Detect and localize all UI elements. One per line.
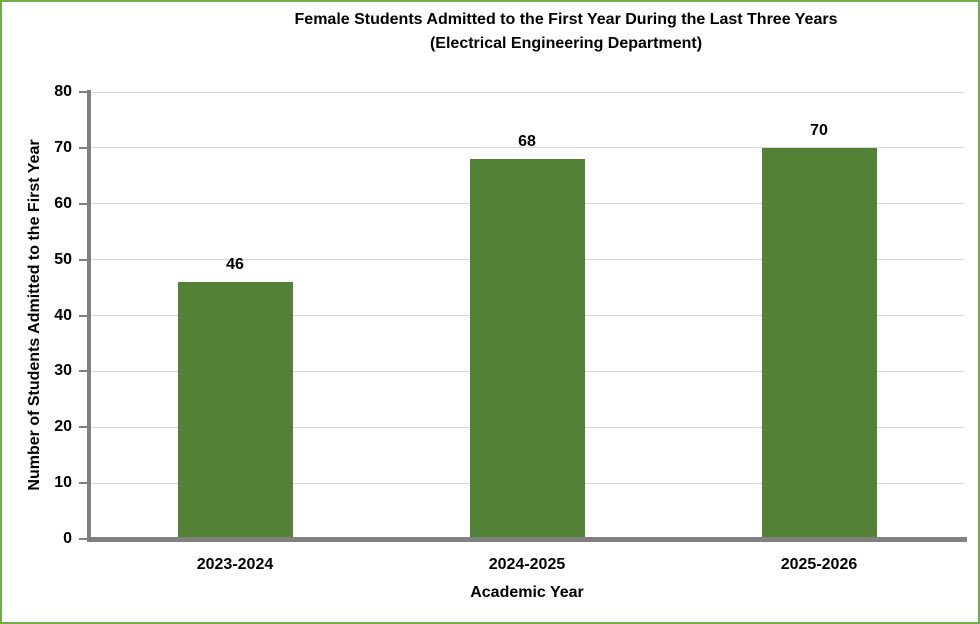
chart-title: Female Students Admitted to the First Ye…: [294, 11, 838, 28]
x-axis-title: Academic Year: [470, 584, 584, 601]
bar-2024-2025: [469, 159, 585, 539]
chart-title-block: Female Students Admitted to the First Ye…: [150, 8, 980, 56]
y-tick-mark-40: [79, 314, 87, 317]
gridline-70: [89, 147, 965, 149]
y-tick-label-30: 30: [54, 362, 72, 380]
y-tick-label-60: 60: [54, 194, 72, 212]
x-tick-label-2025-2026: 2025-2026: [780, 556, 858, 573]
y-tick-label-20: 20: [54, 418, 72, 436]
y-tick-mark-70: [79, 146, 87, 149]
gridline-80: [89, 91, 965, 93]
x-tick-label-2024-2025: 2024-2025: [488, 556, 566, 573]
y-tick-label-40: 40: [54, 306, 72, 324]
bar-2023-2024: [177, 281, 293, 539]
y-axis-line: [87, 90, 91, 541]
y-tick-mark-80: [79, 91, 87, 93]
y-tick-mark-20: [79, 426, 87, 429]
bar-value-label-2025-2026: 70: [810, 121, 828, 139]
bar-value-label-2023-2024: 46: [226, 255, 244, 273]
y-tick-label-10: 10: [54, 474, 72, 492]
y-tick-mark-60: [79, 202, 87, 205]
bar-2025-2026: [761, 147, 877, 539]
y-tick-mark-30: [79, 370, 87, 373]
y-tick-mark-0: [79, 538, 87, 540]
y-tick-mark-50: [79, 258, 87, 261]
chart-subtitle: (Electrical Engineering Department): [429, 35, 703, 52]
x-tick-label-2023-2024: 2023-2024: [196, 556, 274, 573]
y-tick-mark-10: [79, 482, 87, 485]
y-tick-label-80: 80: [54, 83, 72, 100]
bar-value-label-2024-2025: 68: [518, 133, 536, 151]
y-tick-label-70: 70: [54, 138, 72, 156]
y-tick-label-50: 50: [54, 250, 72, 268]
y-tick-label-0: 0: [63, 530, 72, 547]
y-axis-title: Number of Students Admitted to the First…: [26, 139, 43, 491]
x-axis-line: [87, 536, 967, 542]
